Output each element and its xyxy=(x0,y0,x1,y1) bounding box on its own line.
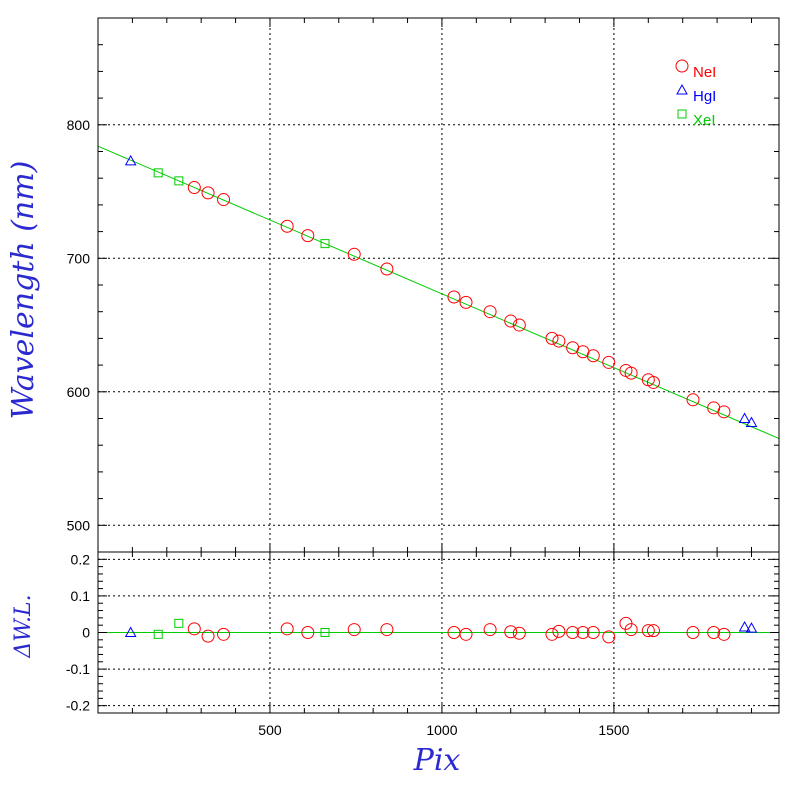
x-axis-title: Pix xyxy=(413,743,461,778)
data-point-nei xyxy=(280,219,294,233)
y-tick-label-residual: 0.2 xyxy=(71,551,91,567)
residual-point-nei xyxy=(504,625,518,639)
legend-label-nei: NeI xyxy=(693,64,716,81)
y-tick-label-residual: -0.1 xyxy=(66,661,90,677)
data-markers xyxy=(124,154,758,644)
residual-point-nei xyxy=(512,626,526,640)
residual-point-nei xyxy=(586,626,600,639)
residual-point-xei xyxy=(153,629,163,639)
x-tick-label: 1000 xyxy=(426,722,457,738)
data-point-nei xyxy=(301,229,315,243)
residual-point-nei xyxy=(576,626,590,639)
x-tick-label: 1500 xyxy=(598,722,629,738)
residual-point-nei xyxy=(646,624,660,638)
residual-point-nei xyxy=(686,626,700,639)
residual-point-xei xyxy=(320,628,330,637)
residual-point-nei xyxy=(624,623,638,637)
data-point-nei xyxy=(347,247,361,261)
residual-point-hgi xyxy=(745,622,758,633)
residual-point-nei xyxy=(552,624,566,638)
data-point-nei xyxy=(552,334,566,348)
data-point-hgi xyxy=(124,154,137,166)
data-point-nei xyxy=(504,314,518,328)
residual-point-nei xyxy=(301,626,315,639)
residual-point-nei xyxy=(641,624,655,638)
residual-point-nei xyxy=(187,622,201,636)
tick-labels: 500 1000 1500 500 600 700 800 -0.2 -0.1 0 0.1 0.2 xyxy=(66,117,630,738)
residual-point-xei xyxy=(174,618,184,628)
data-point-nei xyxy=(646,375,660,389)
data-point-nei xyxy=(602,355,616,369)
legend: NeI HgI XeI xyxy=(675,59,716,129)
data-point-nei xyxy=(187,181,201,195)
data-point-xei xyxy=(153,168,163,178)
legend-label-xei: XeI xyxy=(693,112,716,129)
legend-marker-hgi xyxy=(676,83,688,95)
data-point-xei xyxy=(320,239,330,249)
data-point-nei xyxy=(380,262,394,276)
residual-point-hgi xyxy=(124,626,137,637)
data-point-nei xyxy=(483,305,497,319)
y-tick-label-main: 500 xyxy=(67,517,91,533)
legend-label-hgi: HgI xyxy=(693,88,716,105)
data-point-hgi xyxy=(738,412,751,423)
residual-point-nei xyxy=(347,623,361,637)
residual-point-nei xyxy=(707,626,721,639)
data-point-nei xyxy=(545,331,559,345)
data-point-nei xyxy=(686,393,700,407)
residual-point-nei xyxy=(717,627,731,641)
residual-point-nei xyxy=(566,626,580,639)
residual-point-nei xyxy=(459,627,473,641)
main-panel-frame xyxy=(97,17,780,553)
fit-line xyxy=(97,145,780,439)
tick-marks xyxy=(98,18,779,713)
data-point-nei xyxy=(717,405,731,419)
y-axis-title-residual: ΔW.L. xyxy=(11,594,36,658)
y-axis-title-main: Wavelength (nm) xyxy=(6,161,41,420)
residual-point-nei xyxy=(201,629,215,643)
main-grid xyxy=(98,18,779,552)
legend-marker-nei xyxy=(675,59,689,73)
y-tick-label-residual: 0 xyxy=(82,625,90,641)
data-point-xei xyxy=(174,176,184,186)
y-tick-label-residual: -0.2 xyxy=(66,698,90,714)
legend-marker-xei xyxy=(677,109,687,119)
y-tick-label-residual: 0.1 xyxy=(71,588,91,604)
data-point-nei xyxy=(459,295,473,309)
residual-point-nei xyxy=(280,622,294,636)
y-tick-label-main: 700 xyxy=(67,250,91,266)
residual-point-nei xyxy=(483,623,497,637)
residual-point-hgi xyxy=(738,620,751,632)
fit-lines xyxy=(97,145,780,633)
panel-frames xyxy=(97,17,780,714)
data-point-nei xyxy=(586,349,600,363)
data-point-nei xyxy=(201,186,215,200)
y-tick-label-main: 800 xyxy=(67,117,91,133)
data-point-nei xyxy=(447,290,461,304)
residual-point-nei xyxy=(217,627,231,641)
residual-point-nei xyxy=(602,630,616,644)
data-point-nei xyxy=(624,366,638,380)
data-point-nei xyxy=(217,193,231,207)
x-tick-label: 500 xyxy=(258,722,282,738)
residual-point-nei xyxy=(545,627,559,641)
data-point-hgi xyxy=(745,416,758,428)
y-tick-label-main: 600 xyxy=(67,384,91,400)
residual-point-nei xyxy=(380,623,394,637)
data-point-nei xyxy=(512,318,526,332)
